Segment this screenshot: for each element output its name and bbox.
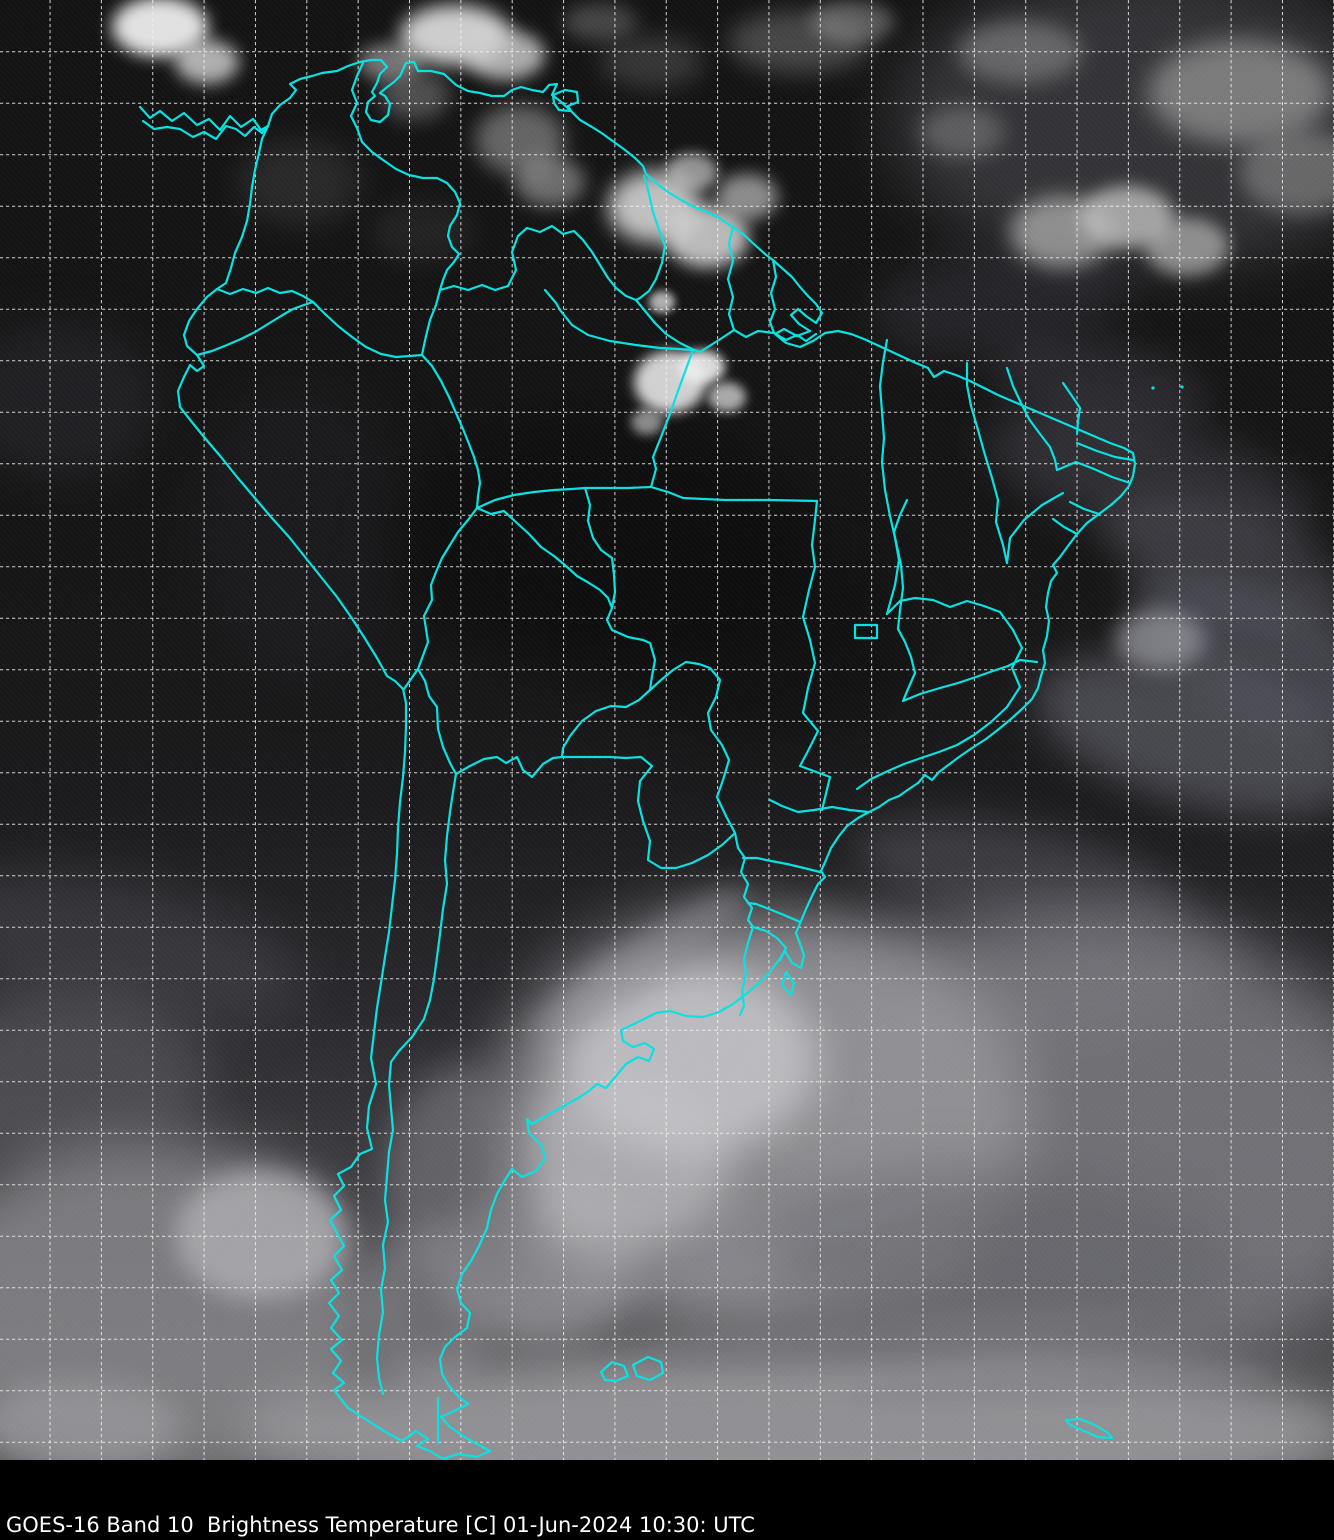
cloud-blob <box>515 157 585 207</box>
satellite-map <box>0 0 1334 1460</box>
cloud-blob <box>716 174 778 220</box>
cloud-blob <box>708 382 746 412</box>
pernambuco-bahia-border <box>1005 491 1065 565</box>
peru-brazil-border <box>420 353 482 510</box>
roraima-state-border <box>543 288 695 352</box>
alagoas-border <box>1068 500 1101 516</box>
image-grain-texture <box>0 0 1334 1460</box>
map-overlay-svg <box>0 0 1334 1460</box>
cloud-blob <box>1240 130 1334 214</box>
ceara-riograndedonorte-border <box>1061 381 1082 436</box>
cloud-blob <box>380 70 450 120</box>
paraguay-brazil-border <box>648 660 737 835</box>
riograndedonorte-paraiba-border <box>1075 441 1135 462</box>
cloud-blob <box>0 320 160 480</box>
venezuela-guyana-border <box>634 174 667 302</box>
rondonia-matogrosso-border <box>583 486 617 610</box>
cloud-blob <box>600 36 704 88</box>
ecuador-peru-border <box>195 300 315 357</box>
bolivia-paraguay-border <box>560 688 652 759</box>
guyana-suriname-border <box>726 224 736 332</box>
cloud-blob <box>0 1380 180 1460</box>
cloud-blob <box>563 3 637 41</box>
cloud-blob <box>175 1170 345 1300</box>
cloud-blob <box>1115 610 1205 670</box>
cloud-blob <box>666 153 718 191</box>
cloud-blob <box>1145 218 1229 276</box>
cloud-blob <box>810 1 894 43</box>
south-america-coastline <box>176 58 1137 1460</box>
cloud-blob <box>600 550 920 750</box>
venezuela-brazil-border <box>438 224 638 302</box>
colombia-ecuador-border <box>215 286 315 304</box>
bolivia-brazil-border <box>475 506 657 692</box>
parana-santacatarina-border <box>741 856 822 874</box>
cloud-blob <box>1148 40 1332 144</box>
minas-saopaulo-border <box>855 705 1009 791</box>
piaui-ceara-border <box>1005 366 1059 472</box>
atoll-dot-2 <box>1180 385 1184 389</box>
goias-minas-border <box>885 596 1015 632</box>
santacatarina-riograndedosul-border <box>746 901 802 924</box>
paraiba-pernambuco-border <box>1055 460 1132 485</box>
brazil-guyana-border <box>634 298 702 354</box>
lagoa-mirim <box>780 970 796 997</box>
cloud-blob <box>190 380 410 680</box>
cloud-blob <box>465 30 545 80</box>
sergipe-border <box>1051 517 1079 536</box>
colombia-brazil-border <box>420 288 442 357</box>
south-georgia-island <box>1064 1417 1114 1440</box>
cloud-blob <box>920 106 1004 158</box>
falkland-east-island <box>631 1355 665 1382</box>
cloud-blob <box>649 291 675 313</box>
cloud-blob <box>175 40 239 84</box>
trinidad-island <box>551 88 580 113</box>
minas-espiritosanto-border <box>1005 628 1024 709</box>
distrito-federal-outline <box>853 623 879 640</box>
amazonas-acre-border <box>475 485 653 510</box>
maranhao-piaui-border <box>965 361 1009 565</box>
chile-argentina-border <box>375 772 458 1396</box>
peru-chile-border <box>402 667 420 691</box>
chile-bolivia-border <box>416 667 458 776</box>
guianas-brazil-border <box>698 328 818 354</box>
peru-bolivia-border <box>416 506 479 671</box>
bahia-west-border <box>885 498 909 616</box>
caption-bar: GOES-16 Band 10 Brightness Temperature [… <box>0 1460 1334 1540</box>
uruguay-argentina-border <box>738 925 755 1017</box>
latlon-grid <box>0 0 1334 1460</box>
caption-text: GOES-16 Band 10 Brightness Temperature [… <box>6 1512 755 1537</box>
bolivia-argentina-border <box>454 755 564 779</box>
colombia-peru-border <box>311 300 424 359</box>
uruguay-brazil-border <box>751 925 788 962</box>
falkland-west-island <box>599 1360 630 1383</box>
political-borders <box>138 58 1184 1460</box>
paraguay-argentina-border <box>560 755 737 870</box>
atoll-dot-1 <box>1151 386 1155 390</box>
panama-colombia-border <box>260 124 270 135</box>
colombia-venezuela-border <box>349 61 462 292</box>
saopaulo-parana-border <box>768 798 870 814</box>
goias-west-border <box>798 499 832 812</box>
cloud-blob <box>631 409 663 435</box>
tocantins-bahia-border <box>896 627 917 703</box>
argentina-brazil-border <box>733 831 755 929</box>
para-tocantins-border <box>878 338 905 631</box>
amazonas-para-border <box>649 348 819 503</box>
suriname-frguiana-border <box>768 258 778 335</box>
